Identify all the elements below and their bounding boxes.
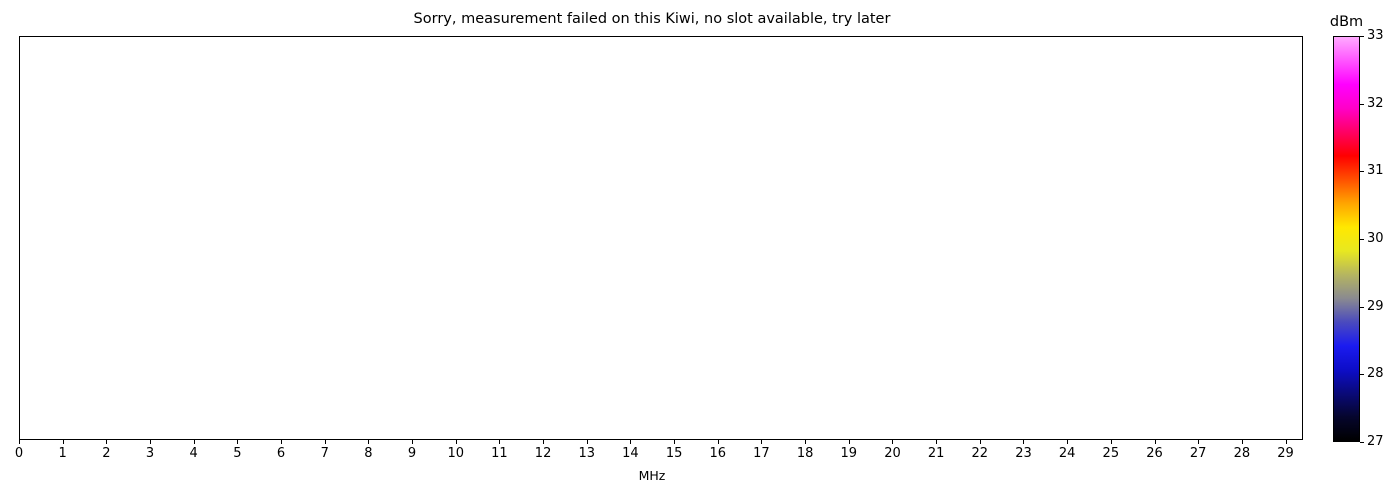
x-tick-mark (1110, 440, 1112, 444)
colorbar-tick-label: 28 (1367, 366, 1384, 382)
x-tick-mark (106, 440, 108, 444)
x-tick-label: 1 (58, 446, 67, 461)
x-tick-label: 22 (971, 446, 989, 461)
x-tick-mark (237, 440, 239, 444)
x-tick-mark (455, 440, 457, 444)
x-tick-label: 4 (189, 446, 198, 461)
x-tick-label: 29 (1277, 446, 1294, 461)
x-tick-label: 19 (840, 446, 858, 461)
colorbar-tick-label: 30 (1367, 231, 1384, 246)
x-tick-mark (805, 440, 807, 444)
x-tick-label: 20 (884, 446, 901, 461)
x-tick-label: 12 (534, 446, 552, 461)
x-tick-mark (630, 440, 632, 444)
x-tick-mark (979, 440, 981, 444)
x-tick-label: 16 (709, 446, 727, 461)
x-tick-mark (717, 440, 719, 444)
x-tick-mark (281, 440, 283, 444)
plot-data-area (20, 37, 1302, 439)
x-tick-label: 2 (102, 446, 111, 461)
x-tick-mark (848, 440, 850, 444)
x-tick-label: 6 (276, 446, 286, 461)
colorbar-tick-mark (1360, 374, 1364, 376)
x-tick-mark (936, 440, 938, 444)
x-tick-mark (674, 440, 676, 444)
x-tick-label: 18 (796, 446, 814, 461)
x-tick-mark (586, 440, 588, 444)
x-tick-label: 17 (753, 446, 770, 461)
x-tick-mark (193, 440, 195, 444)
x-tick-label: 21 (927, 446, 945, 461)
x-axis-label: MHz (638, 468, 666, 483)
x-tick-label: 9 (407, 446, 417, 461)
x-tick-mark (761, 440, 763, 444)
x-tick-label: 3 (145, 446, 155, 461)
x-tick-label: 8 (364, 446, 373, 461)
colorbar-tick-mark (1360, 103, 1364, 105)
x-tick-label: 13 (578, 446, 596, 461)
colorbar-tick-label: 27 (1367, 434, 1384, 449)
x-tick-label: 5 (233, 446, 242, 461)
x-tick-mark (19, 440, 20, 444)
colorbar-tick-mark (1360, 171, 1364, 173)
x-tick-mark (892, 440, 894, 444)
x-tick-label: 25 (1102, 446, 1120, 461)
x-tick-mark (499, 440, 501, 444)
colorbar-title-label: dBm (1329, 14, 1364, 30)
page-title: Sorry, measurement failed on this Kiwi, … (413, 11, 891, 27)
x-tick-label: 7 (320, 446, 329, 461)
x-tick-label: 14 (622, 446, 639, 461)
colorbar-tick-label: 29 (1367, 298, 1384, 314)
x-tick-mark (368, 440, 370, 444)
colorbar-tick-mark (1360, 36, 1364, 37)
x-tick-mark (1241, 440, 1243, 444)
colorbar (1333, 36, 1360, 442)
colorbar-gradient (1333, 36, 1360, 442)
x-tick-mark (62, 440, 64, 444)
x-tick-mark (1198, 440, 1200, 444)
x-tick-mark (1285, 440, 1287, 444)
x-tick-label: 26 (1146, 446, 1163, 461)
colorbar-tick-mark (1360, 239, 1364, 240)
x-tick-label: 15 (665, 446, 683, 461)
x-tick-mark (1154, 440, 1156, 444)
x-tick-label: 11 (491, 446, 508, 461)
colorbar-tick-label: 32 (1367, 95, 1384, 111)
x-tick-label: 28 (1233, 446, 1251, 461)
x-tick-label: 0 (14, 446, 24, 461)
x-tick-mark (412, 440, 414, 444)
x-tick-label: 23 (1015, 446, 1032, 461)
colorbar-tick-label: 33 (1367, 28, 1384, 43)
x-tick-mark (1067, 440, 1069, 444)
x-tick-mark (150, 440, 152, 444)
colorbar-tick-mark (1360, 442, 1364, 443)
x-tick-label: 10 (447, 446, 465, 461)
x-tick-mark (1023, 440, 1025, 444)
plot-axes-frame (19, 36, 1303, 440)
x-tick-mark (324, 440, 326, 444)
x-tick-mark (543, 440, 545, 444)
x-tick-label: 24 (1058, 446, 1076, 461)
x-tick-label: 27 (1189, 446, 1207, 461)
colorbar-tick-label: 31 (1367, 163, 1384, 179)
colorbar-tick-mark (1360, 306, 1364, 308)
